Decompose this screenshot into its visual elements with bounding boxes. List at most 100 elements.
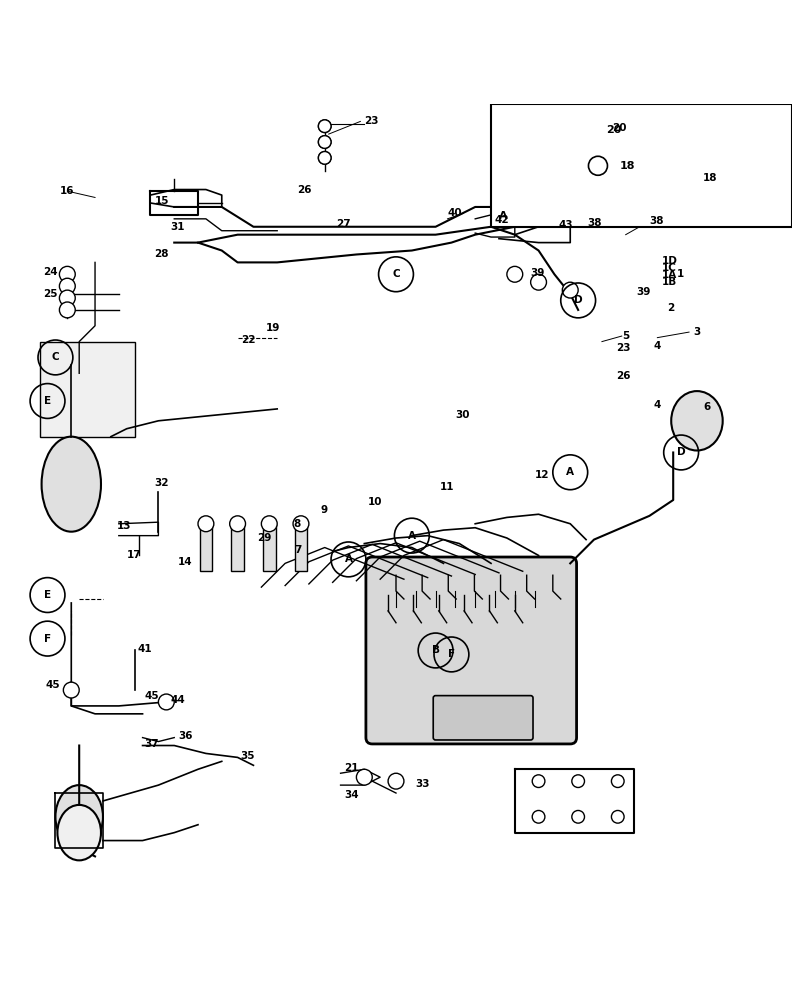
Text: C: C	[392, 269, 400, 279]
Text: 11: 11	[440, 482, 454, 492]
Text: 39: 39	[636, 287, 650, 297]
Text: 10: 10	[368, 497, 383, 507]
Circle shape	[611, 775, 624, 787]
Bar	[200, 524, 212, 571]
Text: 12: 12	[535, 470, 549, 480]
Text: 16: 16	[59, 186, 74, 196]
Text: 4: 4	[653, 400, 661, 410]
Circle shape	[59, 290, 75, 306]
Circle shape	[507, 266, 523, 282]
Text: 20: 20	[612, 123, 626, 133]
Text: 36: 36	[178, 731, 192, 741]
Text: 34: 34	[345, 790, 359, 800]
Ellipse shape	[55, 785, 103, 848]
Circle shape	[388, 773, 404, 789]
Text: 23: 23	[616, 343, 630, 353]
Text: C: C	[51, 352, 59, 362]
Circle shape	[59, 278, 75, 294]
Text: 3: 3	[693, 327, 700, 337]
Circle shape	[588, 156, 607, 175]
Text: 13: 13	[117, 521, 131, 531]
Text: 25: 25	[44, 289, 58, 299]
Bar	[295, 524, 307, 571]
Text: 42: 42	[495, 215, 509, 225]
Text: A: A	[566, 467, 574, 477]
Text: 14: 14	[178, 557, 192, 567]
Text: 2: 2	[667, 303, 674, 313]
Text: B: B	[432, 645, 440, 655]
Text: A: A	[408, 531, 416, 541]
Text: 6: 6	[703, 402, 710, 412]
Text: 1A: 1A	[661, 270, 676, 280]
Text: 40: 40	[447, 208, 462, 218]
Bar	[231, 524, 244, 571]
Text: 7: 7	[295, 545, 302, 555]
Text: 19: 19	[265, 323, 280, 333]
Text: 15: 15	[154, 196, 169, 206]
Bar	[40, 342, 135, 437]
Text: 21: 21	[345, 763, 359, 773]
Text: E: E	[44, 396, 51, 406]
Text: A: A	[499, 211, 508, 221]
Text: 33: 33	[416, 779, 430, 789]
Text: 30: 30	[455, 410, 470, 420]
Text: A: A	[345, 554, 352, 564]
Circle shape	[261, 516, 277, 532]
FancyBboxPatch shape	[376, 575, 558, 726]
Text: 37: 37	[144, 739, 158, 749]
FancyBboxPatch shape	[433, 696, 533, 740]
Text: 9: 9	[321, 505, 328, 515]
Circle shape	[611, 810, 624, 823]
Text: 38: 38	[649, 216, 664, 226]
Circle shape	[63, 682, 79, 698]
Bar	[491, 104, 792, 227]
Circle shape	[158, 694, 174, 710]
Circle shape	[198, 516, 214, 532]
Text: 43: 43	[558, 220, 573, 230]
Circle shape	[318, 120, 331, 133]
Text: 22: 22	[242, 335, 256, 345]
Text: 29: 29	[257, 533, 272, 543]
Circle shape	[318, 152, 331, 164]
Ellipse shape	[671, 391, 722, 451]
Text: D: D	[677, 447, 685, 457]
Text: 1: 1	[677, 269, 684, 279]
Circle shape	[532, 810, 545, 823]
Circle shape	[59, 266, 75, 282]
Text: 27: 27	[337, 219, 351, 229]
Circle shape	[230, 516, 246, 532]
Circle shape	[531, 274, 546, 290]
Bar	[263, 524, 276, 571]
Circle shape	[318, 136, 331, 148]
Text: 1D: 1D	[661, 256, 677, 266]
Text: 45: 45	[46, 680, 60, 690]
Circle shape	[318, 120, 331, 133]
FancyBboxPatch shape	[366, 557, 577, 744]
Circle shape	[572, 810, 584, 823]
Text: 8: 8	[293, 519, 300, 529]
Text: 18: 18	[619, 161, 635, 171]
Text: F: F	[44, 634, 51, 644]
Text: 20: 20	[606, 125, 621, 135]
Text: 44: 44	[170, 695, 185, 705]
Text: 35: 35	[240, 751, 254, 761]
Text: 31: 31	[170, 222, 185, 232]
Ellipse shape	[41, 437, 101, 532]
Text: 32: 32	[154, 478, 169, 488]
Text: 1C: 1C	[661, 263, 676, 273]
Text: 26: 26	[297, 185, 311, 195]
Circle shape	[572, 775, 584, 787]
Text: 45: 45	[144, 691, 158, 701]
Text: 24: 24	[44, 267, 58, 277]
Text: 41: 41	[137, 644, 151, 654]
Text: 4: 4	[653, 341, 661, 351]
Text: 39: 39	[531, 268, 545, 278]
Circle shape	[318, 136, 331, 148]
Circle shape	[318, 152, 331, 164]
Circle shape	[532, 775, 545, 787]
Text: 26: 26	[616, 371, 630, 381]
Ellipse shape	[57, 805, 101, 860]
Text: 5: 5	[622, 331, 629, 341]
Text: 38: 38	[588, 218, 602, 228]
Text: 1B: 1B	[661, 277, 676, 287]
